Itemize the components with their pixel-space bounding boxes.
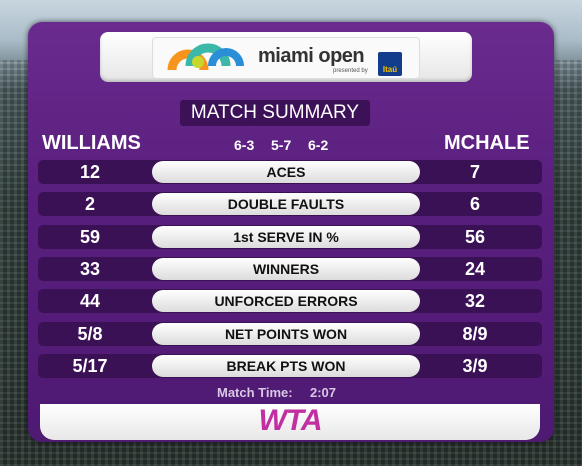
player-right: MCHALE [444,132,530,154]
stat-label: DOUBLE FAULTS [152,193,420,216]
arc-blue [208,48,244,67]
right-value: 32 [464,291,486,312]
stat-label: WINNERS [152,257,420,280]
left-value: 12 [79,162,101,182]
left-value: 59 [79,226,101,247]
left-value: 44 [79,291,101,312]
right-value: 7 [469,162,480,182]
right-value: 8/9 [462,323,488,344]
logo-box [152,37,420,79]
right-value: 6 [469,194,480,215]
match-time-label: Match Time: [217,385,293,400]
right-value: 3/9 [462,355,488,376]
stat-label: ACES [152,161,420,183]
stat-label: UNFORCED ERRORS [152,290,420,313]
set-score: 6-2 [308,137,329,153]
presented-by: presented by [333,68,368,74]
set-score: 5-7 [271,137,292,153]
match-time-value: 2:07 [310,385,337,400]
left-value: 33 [79,258,101,279]
set-score: 6-3 [234,137,255,153]
player-left: WILLIAMS [42,132,141,154]
sponsor: Itaú [378,52,402,76]
arc-teal [185,43,231,67]
left-value: 5/17 [72,355,108,376]
left-value: 5/8 [77,323,103,344]
stat-label: 1st SERVE IN % [152,225,420,248]
right-value: 24 [464,258,486,279]
brand: miami open [258,45,365,67]
ball [192,56,204,68]
right-value: 56 [464,226,486,247]
footer [40,404,540,440]
footer-logo: WTA [258,404,322,437]
stat-label: NET POINTS WON [152,322,420,345]
miami-open-logo-mark [167,43,244,71]
title: MATCH SUMMARY [180,100,370,126]
stat-label: BREAK PTS WON [152,354,420,377]
logo-bar [100,32,472,82]
left-value: 2 [84,194,95,215]
